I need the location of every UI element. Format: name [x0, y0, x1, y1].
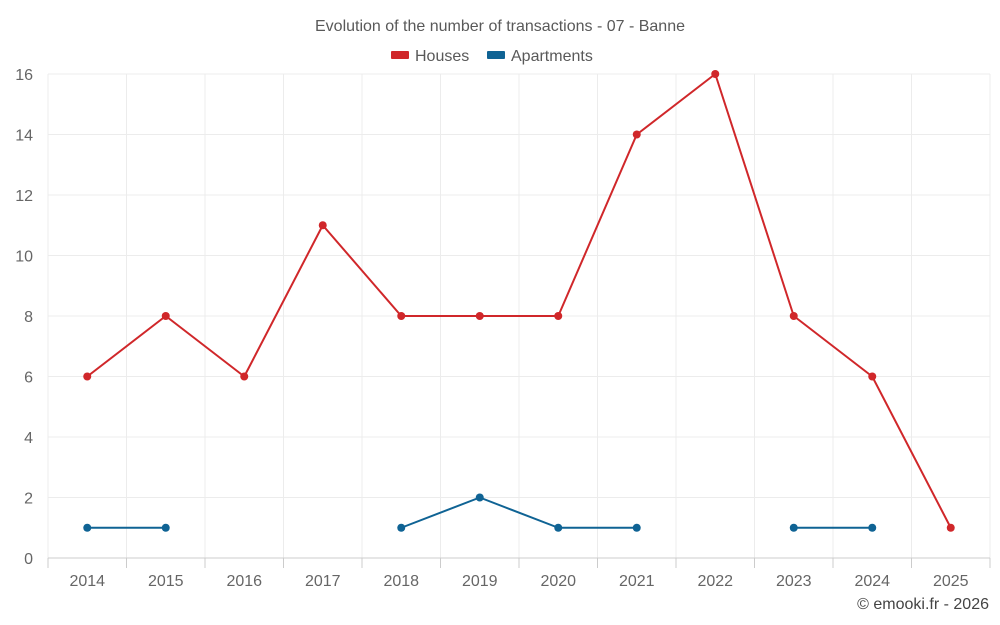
legend-swatch-houses [391, 51, 409, 59]
y-axis-ticks: 0 2 4 6 8 10 12 14 16 [15, 67, 33, 568]
series-line-apartments [400, 496, 637, 529]
data-point-apartments[interactable] [632, 523, 641, 532]
data-point-apartments[interactable] [789, 523, 798, 532]
y-tick-label: 14 [15, 128, 33, 145]
x-tick-label: 2024 [854, 573, 890, 590]
data-point-houses[interactable] [240, 372, 249, 381]
data-point-houses[interactable] [632, 130, 641, 139]
data-point-houses[interactable] [554, 312, 563, 320]
y-tick-label: 2 [24, 491, 33, 508]
x-tick-label: 2017 [305, 573, 341, 590]
x-tick-label: 2014 [69, 573, 105, 590]
data-point-houses[interactable] [161, 312, 170, 320]
y-tick-label: 10 [15, 249, 33, 266]
x-tick-label: 2015 [148, 573, 184, 590]
x-tick-label: 2018 [383, 573, 419, 590]
data-point-houses[interactable] [711, 70, 720, 78]
data-point-houses[interactable] [318, 221, 327, 230]
legend-swatch-apartments [487, 51, 505, 59]
x-tick-label: 2021 [619, 573, 655, 590]
data-point-apartments[interactable] [554, 523, 563, 532]
x-axis-ticks: 2014 2015 2016 2017 2018 2019 2020 2021 2022 2023… [47, 558, 991, 590]
y-tick-label: 12 [15, 188, 33, 205]
y-tick-label: 16 [15, 67, 33, 84]
data-point-houses[interactable] [789, 312, 798, 320]
legend[interactable]: Houses Apartments [391, 48, 593, 65]
y-tick-label: 6 [24, 370, 33, 387]
legend-label-houses: Houses [415, 48, 469, 65]
data-point-apartments[interactable] [475, 493, 484, 502]
data-point-apartments[interactable] [161, 523, 170, 532]
legend-label-apartments: Apartments [511, 48, 593, 65]
legend-item-apartments[interactable]: Apartments [487, 48, 593, 65]
data-point-houses[interactable] [397, 312, 406, 320]
series-apartments [83, 493, 877, 532]
y-tick-label: 0 [24, 551, 33, 568]
x-tick-label: 2022 [697, 573, 733, 590]
legend-item-houses[interactable]: Houses [391, 48, 469, 65]
data-point-houses[interactable] [868, 372, 877, 381]
data-point-apartments[interactable] [868, 523, 877, 532]
x-tick-label: 2025 [933, 573, 969, 590]
series-layer [83, 70, 955, 532]
series-line-houses [86, 73, 952, 529]
data-point-houses[interactable] [946, 523, 955, 532]
chart-title: Evolution of the number of transactions … [315, 18, 685, 35]
data-point-houses[interactable] [83, 372, 92, 381]
data-point-houses[interactable] [475, 312, 484, 320]
x-tick-label: 2020 [540, 573, 576, 590]
x-tick-label: 2023 [776, 573, 812, 590]
credit-text: © emooki.fr - 2026 [857, 596, 989, 613]
series-houses [83, 70, 955, 532]
data-point-apartments[interactable] [83, 523, 92, 532]
x-tick-label: 2016 [226, 573, 262, 590]
y-tick-label: 4 [24, 430, 33, 447]
x-tick-label: 2019 [462, 573, 498, 590]
data-point-apartments[interactable] [397, 523, 406, 532]
y-tick-label: 8 [24, 309, 33, 326]
